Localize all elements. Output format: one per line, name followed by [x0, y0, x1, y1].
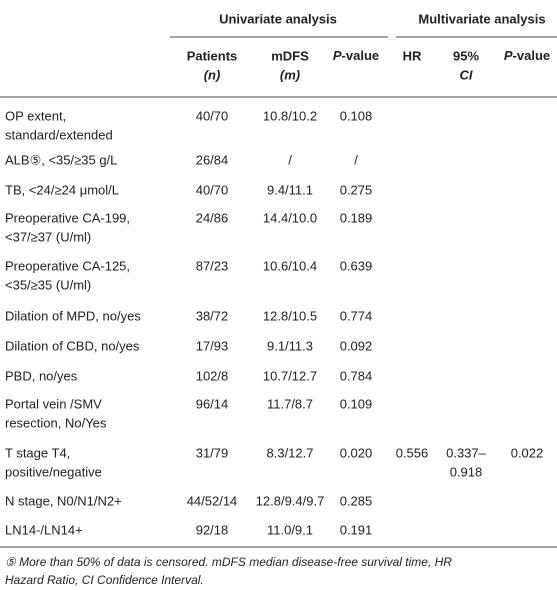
cell: 8.3/12.7: [267, 445, 314, 460]
cell: 17/93: [196, 338, 229, 353]
row-label: Preoperative CA-199,: [5, 210, 130, 225]
cell: 0.556: [396, 445, 429, 460]
group-header: Univariate analysis: [219, 11, 337, 26]
cell: 92/18: [196, 522, 229, 537]
column-header: P-value: [333, 48, 379, 63]
cell: 38/72: [196, 308, 229, 323]
row-label: ALB⑤, <35/≥35 g/L: [5, 152, 117, 167]
row-label: PBD, no/yes: [5, 368, 78, 383]
footnote: ⑤ More than 50% of data is censored. mDF…: [5, 555, 452, 569]
cell: 0.108: [340, 108, 373, 123]
cell: 11.7/8.7: [267, 396, 313, 411]
row-label: Preoperative CA-125,: [5, 258, 130, 273]
row-label: standard/extended: [5, 127, 113, 142]
row-label: positive/negative: [5, 464, 102, 479]
cell: 44/52/14: [187, 493, 238, 508]
row-label: OP extent,: [5, 108, 66, 123]
cell: 10.8/10.2: [263, 108, 317, 123]
cell: 9.4/11.1: [267, 182, 313, 197]
cell: 0.189: [340, 210, 373, 225]
cell: 11.0/9.1: [267, 522, 313, 537]
cell: 40/70: [196, 108, 229, 123]
cell: 0.918: [450, 464, 483, 479]
cell: /: [354, 152, 358, 167]
cell: 102/8: [196, 368, 229, 383]
cell: 12.8/10.5: [263, 308, 317, 323]
row-label: LN14-/LN14+: [5, 522, 83, 537]
cell: 9.1/11.3: [267, 338, 313, 353]
column-header: 95%: [453, 48, 479, 63]
cell: 31/79: [196, 445, 229, 460]
cell: 87/23: [196, 258, 229, 273]
row-label: N stage, N0/N1/N2+: [5, 493, 122, 508]
row-label: Dilation of MPD, no/yes: [5, 308, 141, 323]
cell: 10.7/12.7: [263, 368, 317, 383]
cell: 24/86: [196, 210, 229, 225]
cell: /: [288, 152, 292, 167]
column-header: HR: [403, 48, 422, 63]
cell: 10.6/10.4: [263, 258, 317, 273]
row-label: Portal vein /SMV: [5, 396, 102, 411]
cell: 0.285: [340, 493, 373, 508]
row-label: <37/≥37 (U/ml): [5, 229, 91, 244]
column-header: (m): [280, 67, 300, 82]
header-p: P: [504, 48, 513, 63]
group-header: Multivariate analysis: [418, 11, 545, 26]
cell: 0.191: [340, 522, 373, 537]
cell: 0.020: [340, 445, 373, 460]
cell: 0.109: [340, 396, 373, 411]
row-label: resection, No/Yes: [5, 415, 107, 430]
cell: 0.092: [340, 338, 373, 353]
row-label: <35/≥35 (U/ml): [5, 277, 91, 292]
cell: 0.784: [340, 368, 373, 383]
column-header: Patients: [187, 48, 238, 63]
cell: 0.275: [340, 182, 373, 197]
cell: 14.4/10.0: [263, 210, 317, 225]
cell: 26/84: [196, 152, 229, 167]
footnote: Hazard Ratio, CI Confidence Interval.: [5, 573, 204, 587]
cell: 40/70: [196, 182, 229, 197]
cell: 96/14: [196, 396, 229, 411]
column-header: mDFS: [271, 48, 309, 63]
cell: 0.022: [511, 445, 544, 460]
header-rest: -value: [342, 48, 380, 63]
row-label: T stage T4,: [5, 445, 70, 460]
header-p: P: [333, 48, 342, 63]
column-header: P-value: [504, 48, 550, 63]
cell: 0.774: [340, 308, 373, 323]
cell: 12.8/9.4/9.7: [256, 493, 325, 508]
cell: 0.337–: [446, 445, 487, 460]
row-label: Dilation of CBD, no/yes: [5, 338, 140, 353]
column-header: (n): [204, 67, 221, 82]
header-rest: -value: [513, 48, 551, 63]
row-label: TB, <24/≥24 μmol/L: [5, 182, 119, 197]
column-header: CI: [460, 67, 473, 82]
cell: 0.639: [340, 258, 373, 273]
